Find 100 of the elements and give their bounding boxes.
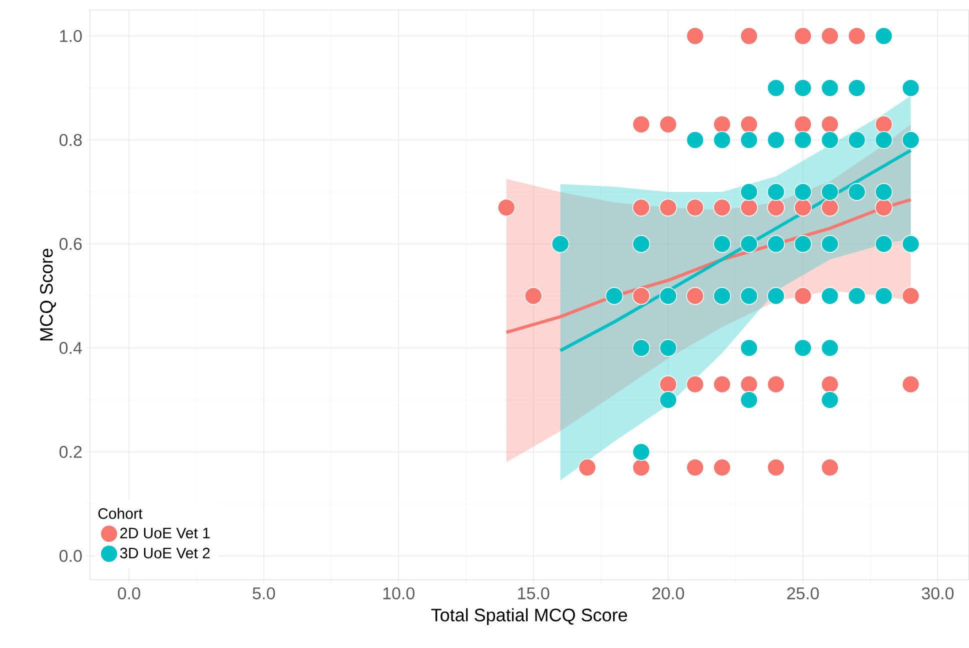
point (820, 391, 839, 409)
y-tick-label: 0.4 (60, 342, 82, 354)
point (632, 198, 650, 217)
y-tick-label: 0.0 (60, 550, 82, 562)
point (740, 27, 758, 45)
point (874, 287, 893, 305)
point (820, 183, 839, 201)
point (740, 198, 758, 217)
point (794, 116, 812, 134)
point (632, 235, 650, 253)
point (740, 235, 758, 253)
point (820, 376, 839, 394)
point (902, 376, 920, 394)
point (686, 376, 704, 394)
point (767, 235, 785, 253)
point (686, 27, 704, 45)
point (820, 339, 839, 357)
point (767, 79, 785, 97)
point (740, 376, 758, 394)
point (632, 443, 650, 461)
point (632, 116, 650, 134)
point (632, 339, 650, 357)
point (794, 235, 812, 253)
point (713, 376, 731, 394)
point (794, 27, 812, 45)
y-tick-label: 0.2 (60, 446, 82, 458)
point (874, 27, 893, 45)
point (767, 376, 785, 394)
point (740, 287, 758, 305)
point (659, 376, 678, 394)
x-tick-label: 0.0 (118, 587, 140, 600)
point (659, 339, 678, 357)
point (767, 287, 785, 305)
point (740, 339, 758, 357)
point (902, 235, 920, 253)
point (848, 183, 866, 201)
point (874, 183, 893, 201)
point (874, 131, 893, 149)
y-axis-title: MCQ Score (40, 248, 56, 341)
point (659, 391, 678, 409)
point (820, 131, 839, 149)
point (820, 458, 839, 477)
point (794, 79, 812, 97)
point (767, 458, 785, 477)
point (820, 287, 839, 305)
point (551, 235, 570, 253)
point (794, 198, 812, 217)
point (740, 131, 758, 149)
point (874, 198, 893, 217)
y-tick-label: 0.6 (60, 238, 82, 250)
point (820, 116, 839, 134)
point (605, 287, 624, 305)
y-tick-label: 0.8 (60, 134, 82, 146)
point (740, 391, 758, 409)
point (767, 198, 785, 217)
x-tick-label: 30.0 (922, 587, 954, 600)
point (902, 287, 920, 305)
point (740, 183, 758, 201)
point (848, 27, 866, 45)
x-tick-label: 20.0 (652, 587, 684, 600)
point (820, 27, 839, 45)
point (713, 116, 731, 134)
point (659, 116, 678, 134)
point (713, 458, 731, 477)
legend-label: 2D UoE Vet 1 (120, 528, 210, 538)
point (713, 198, 731, 217)
x-tick-label: 25.0 (787, 587, 819, 600)
point (820, 198, 839, 217)
point (632, 287, 650, 305)
point (713, 287, 731, 305)
point (874, 116, 893, 134)
point (848, 79, 866, 97)
point (874, 235, 893, 253)
point (767, 131, 785, 149)
point (902, 79, 920, 97)
point (659, 198, 678, 217)
point (794, 287, 812, 305)
x-tick-label: 10.0 (383, 587, 414, 600)
point (794, 183, 812, 201)
x-tick-label: 15.0 (518, 587, 550, 600)
y-tick-label: 1.0 (60, 30, 82, 42)
point (686, 458, 704, 477)
legend-label: 3D UoE Vet 2 (120, 548, 210, 558)
point (794, 131, 812, 149)
point (686, 131, 704, 149)
point (524, 287, 542, 305)
line-series (504, 198, 912, 334)
point (498, 198, 516, 217)
x-tick-label: 5.0 (252, 587, 275, 600)
legend-title: Cohort (98, 508, 142, 519)
point (713, 131, 731, 149)
point (848, 287, 866, 305)
point (794, 339, 812, 357)
point (848, 131, 866, 149)
point (820, 235, 839, 253)
point (659, 287, 678, 305)
point (686, 198, 704, 217)
point (820, 79, 839, 97)
point (902, 131, 920, 149)
point (713, 235, 731, 253)
